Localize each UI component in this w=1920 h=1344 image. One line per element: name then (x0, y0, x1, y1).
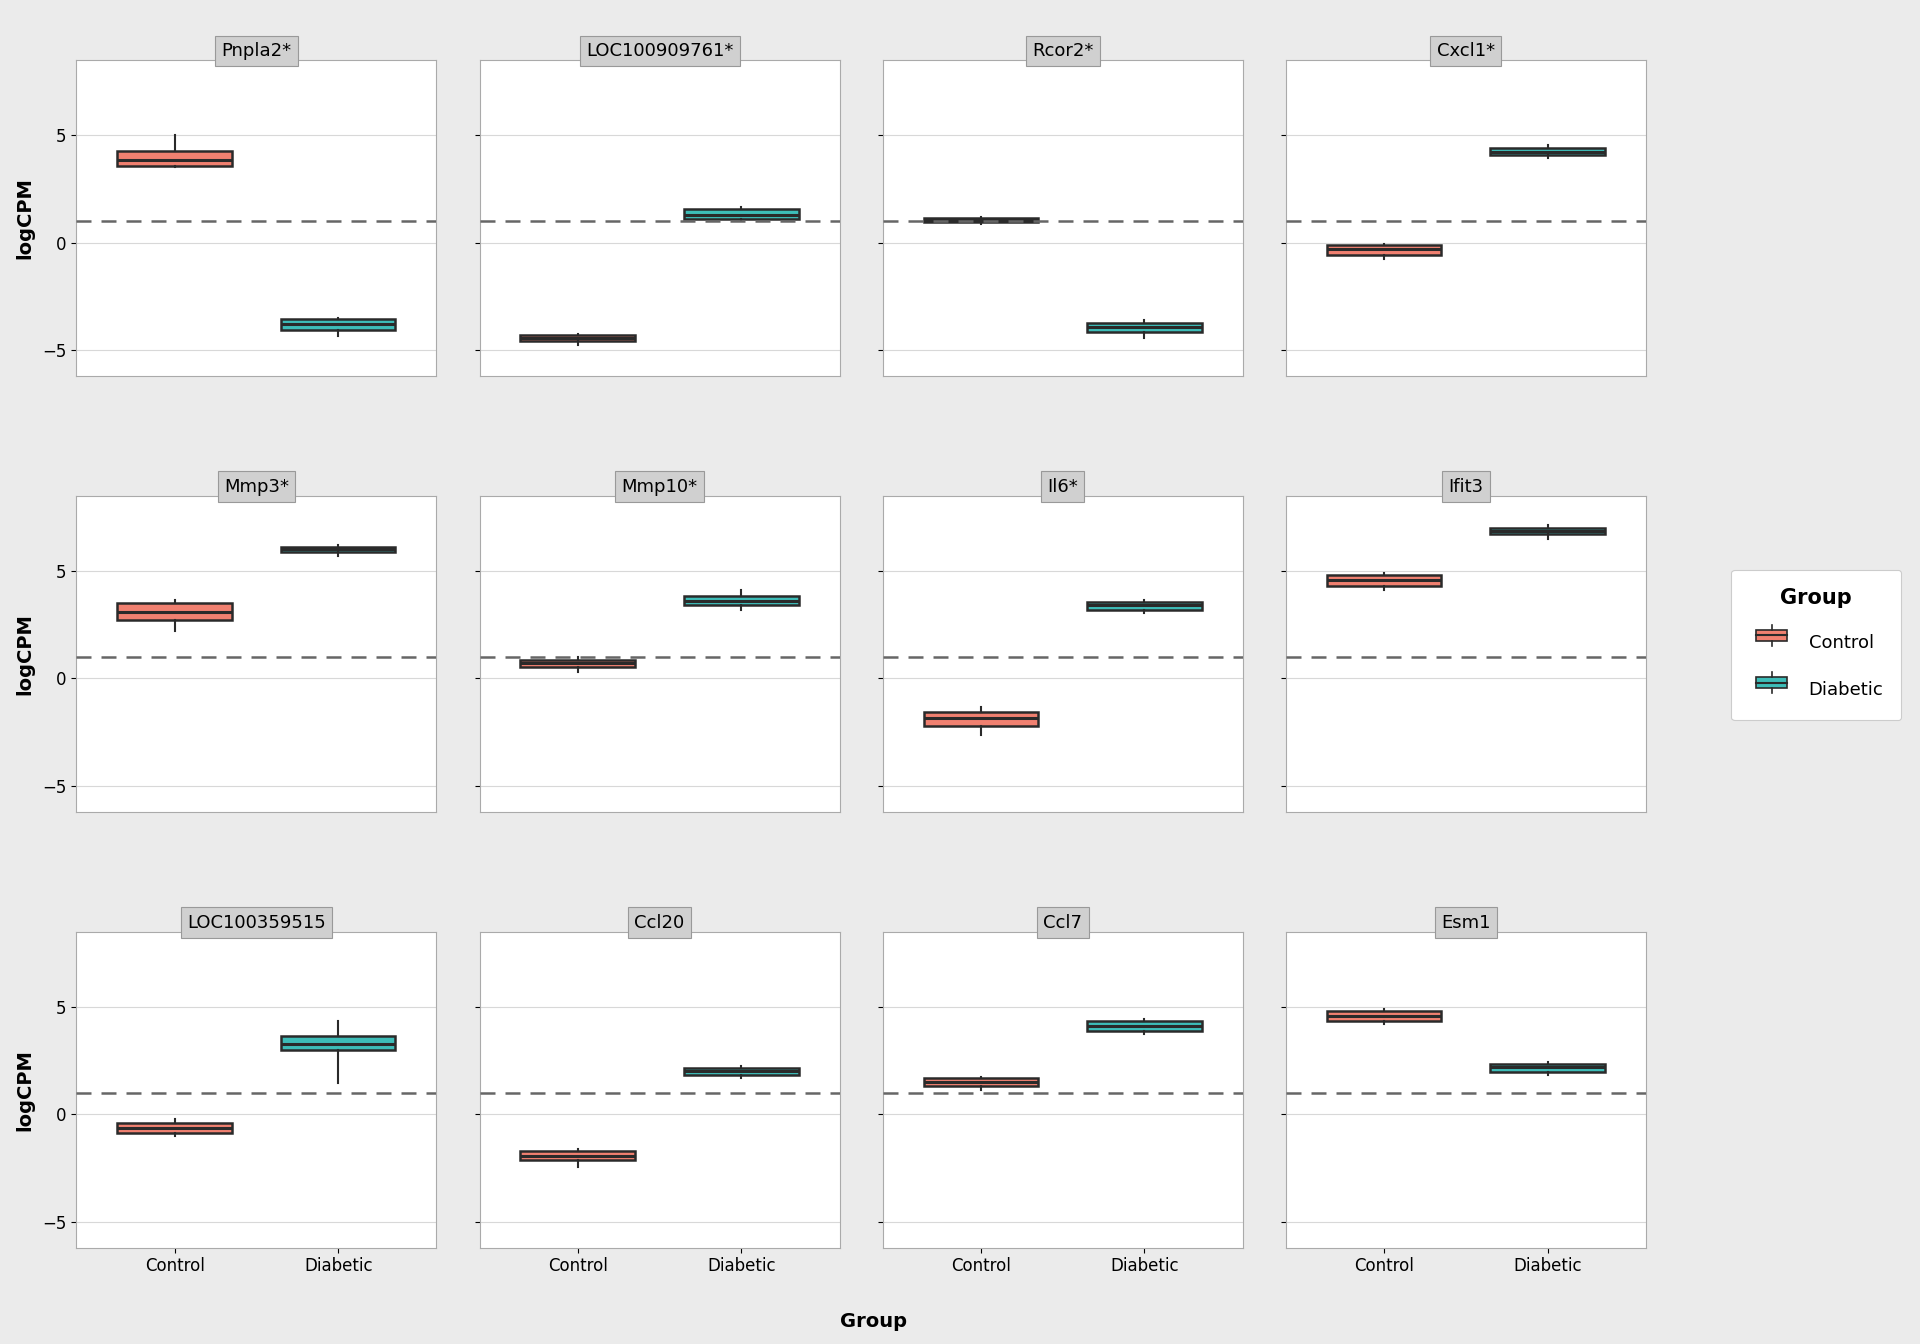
Text: Ccl7: Ccl7 (1043, 914, 1083, 931)
Text: LOC100359515: LOC100359515 (186, 914, 326, 931)
Bar (924, 218, 1039, 222)
Bar (684, 210, 799, 219)
Bar (1490, 1064, 1605, 1071)
Bar (684, 1068, 799, 1075)
Bar (280, 1036, 396, 1050)
Text: LOC100909761*: LOC100909761* (586, 42, 733, 60)
Legend: Control, Diabetic: Control, Diabetic (1732, 570, 1901, 720)
Y-axis label: logCPM: logCPM (15, 613, 35, 695)
Bar (117, 1124, 232, 1133)
Bar (1490, 528, 1605, 535)
Bar (520, 335, 636, 341)
Bar (520, 1152, 636, 1160)
Bar (684, 595, 799, 605)
Text: Il6*: Il6* (1046, 477, 1077, 496)
Bar (1087, 1021, 1202, 1031)
Text: Ccl20: Ccl20 (634, 914, 685, 931)
Y-axis label: logCPM: logCPM (15, 177, 35, 259)
Bar (117, 603, 232, 621)
Text: Esm1: Esm1 (1442, 914, 1490, 931)
Text: Pnpla2*: Pnpla2* (221, 42, 292, 60)
Bar (1490, 148, 1605, 156)
Y-axis label: logCPM: logCPM (15, 1048, 35, 1130)
Bar (117, 152, 232, 167)
Bar (1087, 602, 1202, 610)
Text: Cxcl1*: Cxcl1* (1436, 42, 1496, 60)
Bar (280, 319, 396, 329)
Text: Mmp3*: Mmp3* (225, 477, 288, 496)
Bar (1327, 575, 1442, 586)
Bar (280, 547, 396, 552)
Text: Mmp10*: Mmp10* (622, 477, 697, 496)
Bar (1087, 323, 1202, 332)
Bar (924, 712, 1039, 726)
Bar (1327, 1011, 1442, 1021)
Bar (520, 660, 636, 667)
Text: Rcor2*: Rcor2* (1031, 42, 1092, 60)
Text: Ifit3: Ifit3 (1448, 477, 1484, 496)
Bar (1327, 245, 1442, 255)
Text: Group: Group (841, 1312, 906, 1331)
Bar (924, 1078, 1039, 1086)
